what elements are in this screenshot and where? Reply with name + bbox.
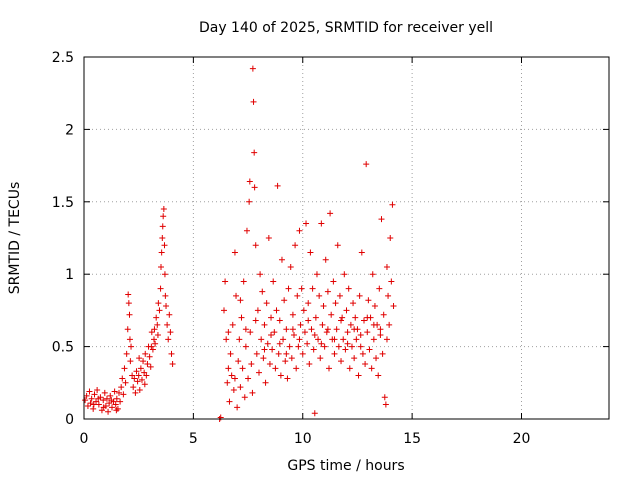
- x-tick-label: 0: [80, 431, 89, 447]
- chart-background: [0, 0, 640, 480]
- x-tick-label: 20: [513, 431, 531, 447]
- srmtid-chart: 0 5 10 15 20 0 0.5 1 1.5 2 2.5 Day 140 of 2025, S…: [0, 0, 640, 480]
- y-tick-label: 0: [65, 412, 74, 428]
- chart-title: Day 140 of 2025, SRMTID for receiver yel…: [199, 20, 493, 36]
- y-tick-label: 2.5: [52, 50, 74, 66]
- x-tick-label: 5: [189, 431, 198, 447]
- x-axis-label: GPS time / hours: [287, 458, 404, 474]
- y-tick-label: 0.5: [52, 340, 74, 356]
- y-tick-label: 2: [65, 122, 74, 138]
- x-tick-label: 15: [403, 431, 421, 447]
- y-tick-label: 1.5: [52, 195, 74, 211]
- x-tick-label: 10: [294, 431, 312, 447]
- y-axis-label: SRMTID / TECUs: [7, 182, 23, 295]
- y-tick-label: 1: [65, 267, 74, 283]
